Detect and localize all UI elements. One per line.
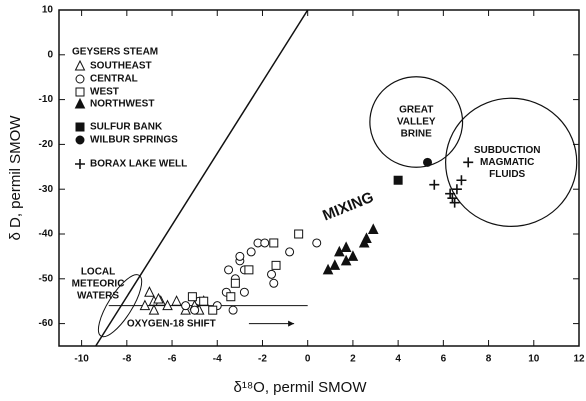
legend-label: BORAX LAKE WELL bbox=[90, 159, 187, 170]
plot-frame bbox=[58, 9, 580, 347]
y-tick-label: 0 bbox=[47, 49, 53, 60]
point bbox=[235, 251, 245, 261]
x-tick-label: -2 bbox=[258, 354, 267, 365]
point bbox=[190, 305, 200, 315]
x-tick-label: -10 bbox=[74, 354, 89, 365]
point bbox=[246, 247, 256, 257]
point bbox=[171, 295, 182, 306]
legend-label: NORTHWEST bbox=[90, 99, 154, 110]
point bbox=[456, 175, 467, 186]
point bbox=[267, 269, 277, 279]
region-label: LOCAL bbox=[81, 266, 115, 277]
point bbox=[329, 259, 341, 270]
point bbox=[367, 223, 379, 235]
point bbox=[224, 265, 234, 275]
x-tick-label: 6 bbox=[441, 354, 447, 365]
legend-label: CENTRAL bbox=[90, 74, 138, 85]
x-tick-label: 4 bbox=[395, 354, 401, 365]
region bbox=[369, 76, 464, 168]
point bbox=[271, 260, 281, 270]
point bbox=[340, 241, 352, 252]
legend-label: SULFUR BANK bbox=[90, 122, 163, 133]
point bbox=[423, 157, 433, 167]
point bbox=[447, 193, 458, 204]
y-axis-label: δ D, permil SMOW bbox=[7, 115, 24, 241]
point bbox=[208, 305, 218, 315]
meteoric-line bbox=[95, 9, 309, 347]
point bbox=[445, 188, 456, 199]
x-tick-label: -8 bbox=[122, 354, 131, 365]
y-tick-label: -20 bbox=[39, 139, 54, 150]
y-tick-label: -10 bbox=[39, 94, 54, 105]
legend-marker bbox=[74, 59, 86, 71]
point bbox=[153, 292, 164, 304]
point bbox=[312, 238, 322, 248]
region-label: FLUIDS bbox=[489, 169, 525, 180]
x-axis-label: δ¹⁸O, permil SMOW bbox=[233, 379, 367, 396]
point bbox=[139, 299, 151, 311]
point bbox=[144, 286, 155, 297]
point bbox=[244, 265, 254, 275]
y-tick-label: 10 bbox=[42, 5, 54, 16]
region-label: GREAT bbox=[399, 105, 433, 116]
point bbox=[269, 278, 279, 288]
point bbox=[449, 197, 460, 208]
point bbox=[260, 238, 270, 248]
point bbox=[285, 247, 295, 257]
region-label: WATERS bbox=[77, 290, 119, 301]
legend-marker bbox=[75, 122, 85, 132]
y-tick-label: -30 bbox=[39, 184, 54, 195]
point bbox=[187, 292, 197, 302]
point bbox=[181, 301, 191, 311]
y-tick-label: -40 bbox=[39, 229, 54, 240]
point bbox=[451, 184, 462, 195]
point bbox=[361, 232, 372, 243]
point bbox=[463, 157, 474, 168]
region-label: VALLEY bbox=[397, 117, 436, 128]
point bbox=[347, 250, 359, 261]
x-tick-label: 2 bbox=[350, 354, 356, 365]
y-tick-label: -50 bbox=[39, 273, 54, 284]
legend-marker bbox=[74, 97, 86, 109]
x-tick-label: 8 bbox=[486, 354, 492, 365]
point bbox=[294, 229, 304, 239]
legend-marker bbox=[75, 159, 85, 169]
legend-label: WEST bbox=[90, 87, 119, 98]
region bbox=[97, 274, 143, 338]
x-tick-label: 0 bbox=[305, 354, 311, 365]
point bbox=[148, 304, 160, 315]
x-tick-label: -6 bbox=[168, 354, 177, 365]
point bbox=[393, 175, 403, 185]
point bbox=[199, 296, 209, 306]
point bbox=[429, 179, 440, 190]
region-label: METEORIC bbox=[72, 278, 125, 289]
legend-marker bbox=[75, 87, 85, 97]
point bbox=[226, 292, 236, 302]
point bbox=[162, 299, 173, 311]
x-tick-label: 10 bbox=[528, 354, 540, 365]
point bbox=[228, 305, 238, 315]
region bbox=[445, 97, 578, 227]
legend-marker bbox=[75, 74, 85, 84]
point bbox=[230, 278, 240, 288]
legend-marker bbox=[75, 135, 85, 145]
x-tick-label: 12 bbox=[573, 354, 585, 365]
point bbox=[269, 238, 279, 248]
annotation: MIXING bbox=[320, 189, 376, 225]
legend-label: WILBUR SPRINGS bbox=[90, 135, 178, 146]
legend-title: GEYSERS STEAM bbox=[72, 47, 158, 58]
region-label: MAGMATIC bbox=[480, 157, 534, 168]
region-label: BRINE bbox=[401, 129, 432, 140]
annotation: OXYGEN-18 SHIFT bbox=[127, 318, 216, 329]
region-label: SUBDUCTION bbox=[474, 145, 541, 156]
legend-label: SOUTHEAST bbox=[90, 61, 152, 72]
point bbox=[239, 287, 249, 297]
y-tick-label: -60 bbox=[39, 318, 54, 329]
x-tick-label: -4 bbox=[213, 354, 222, 365]
shift-arrowhead bbox=[288, 320, 295, 327]
